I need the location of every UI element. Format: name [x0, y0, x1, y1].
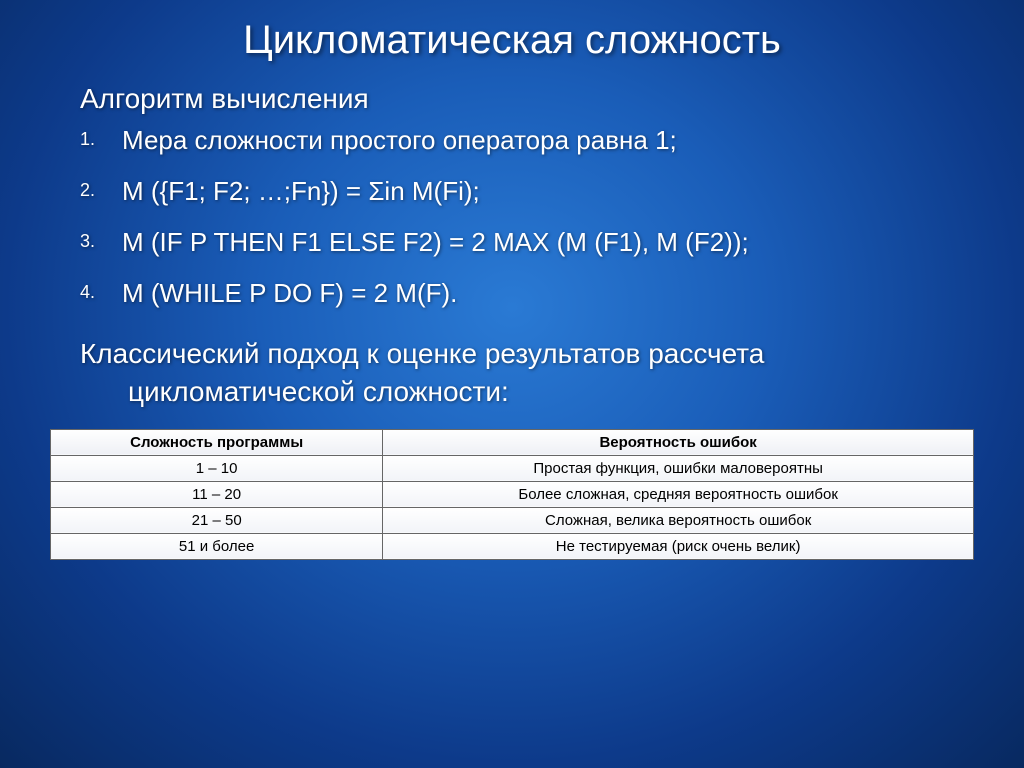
list-number: 2. — [80, 174, 122, 201]
table-row: 11 – 20 Более сложная, средняя вероятнос… — [51, 481, 974, 507]
list-text: Мера сложности простого оператора равна … — [122, 123, 974, 158]
table-cell: 21 – 50 — [51, 507, 383, 533]
algorithm-list: 1. Мера сложности простого оператора рав… — [80, 123, 974, 311]
list-item: 1. Мера сложности простого оператора рав… — [80, 123, 974, 158]
table-header: Сложность программы — [51, 429, 383, 455]
list-item: 4. M (WHILE P DO F) = 2 M(F). — [80, 276, 974, 311]
table-cell: 51 и более — [51, 533, 383, 559]
algorithm-subtitle: Алгоритм вычисления — [80, 83, 974, 115]
table-cell: Простая функция, ошибки маловероятны — [383, 455, 974, 481]
table-cell: Более сложная, средняя вероятность ошибо… — [383, 481, 974, 507]
paragraph-line: Классический подход к оценке результатов… — [80, 338, 764, 369]
list-text: M (IF P THEN F1 ELSE F2) = 2 MAX (M (F1)… — [122, 225, 974, 260]
table-cell: 1 – 10 — [51, 455, 383, 481]
list-item: 2. M ({F1; F2; …;Fn}) = Σin M(Fi); — [80, 174, 974, 209]
table-row: 21 – 50 Сложная, велика вероятность ошиб… — [51, 507, 974, 533]
slide-title: Цикломатическая сложность — [50, 18, 974, 63]
table-row: 1 – 10 Простая функция, ошибки маловероя… — [51, 455, 974, 481]
complexity-table: Сложность программы Вероятность ошибок 1… — [50, 429, 974, 560]
list-number: 3. — [80, 225, 122, 252]
list-text: M (WHILE P DO F) = 2 M(F). — [122, 276, 974, 311]
list-number: 1. — [80, 123, 122, 150]
list-item: 3. M (IF P THEN F1 ELSE F2) = 2 MAX (M (… — [80, 225, 974, 260]
list-text: M ({F1; F2; …;Fn}) = Σin M(Fi); — [122, 174, 974, 209]
table-cell: Сложная, велика вероятность ошибок — [383, 507, 974, 533]
table-header: Вероятность ошибок — [383, 429, 974, 455]
table-cell: 11 – 20 — [51, 481, 383, 507]
paragraph-line: цикломатической сложности: — [80, 373, 974, 411]
table-row: 51 и более Не тестируемая (риск очень ве… — [51, 533, 974, 559]
table-header-row: Сложность программы Вероятность ошибок — [51, 429, 974, 455]
classic-approach-paragraph: Классический подход к оценке результатов… — [80, 335, 974, 411]
table-cell: Не тестируемая (риск очень велик) — [383, 533, 974, 559]
list-number: 4. — [80, 276, 122, 303]
